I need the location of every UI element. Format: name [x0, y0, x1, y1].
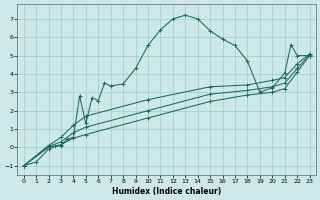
X-axis label: Humidex (Indice chaleur): Humidex (Indice chaleur): [112, 187, 221, 196]
